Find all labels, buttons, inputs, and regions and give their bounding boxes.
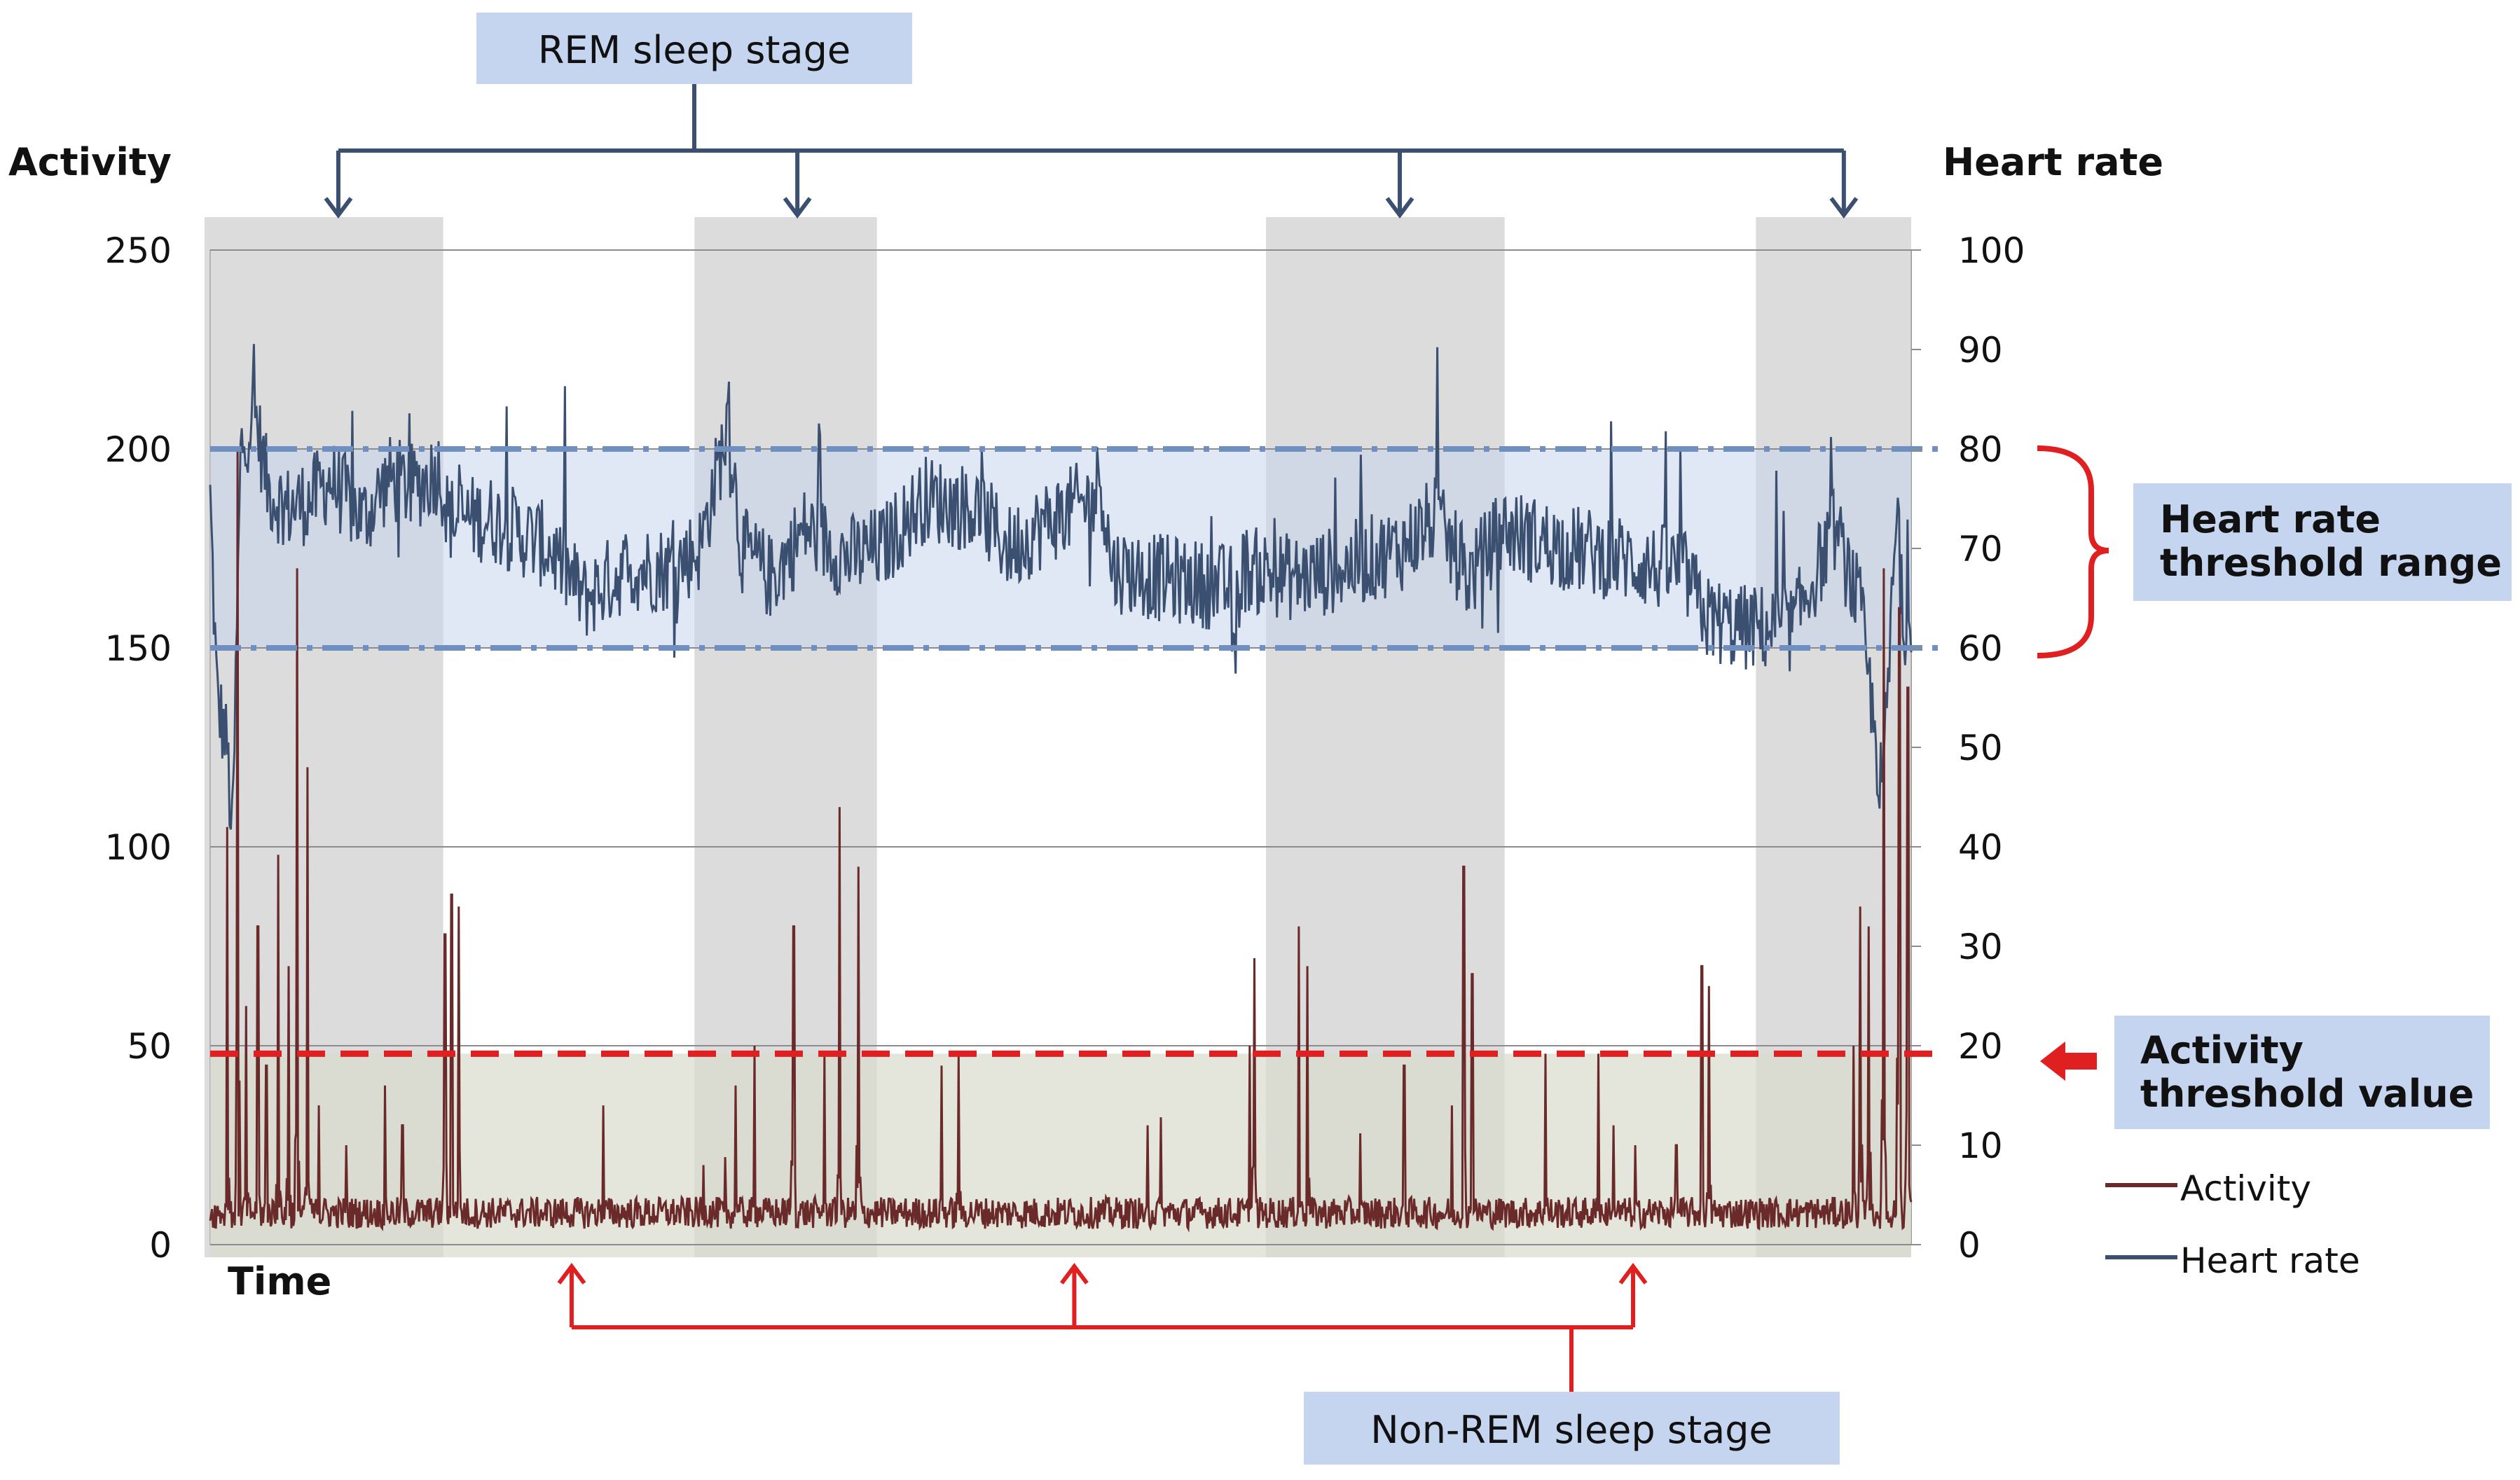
- rem-arrowhead-0: [324, 197, 353, 219]
- rem-label-box: [476, 13, 912, 84]
- left-tick-50: 50: [127, 1026, 172, 1067]
- right-tick-40: 40: [1958, 827, 2003, 868]
- heart-rate-line: [209, 344, 1913, 830]
- right-tick-70: 70: [1958, 529, 2003, 569]
- right-tick-100: 100: [1958, 230, 2025, 271]
- rem-arrowhead-3: [1829, 197, 1859, 219]
- rem-arrowhead-2: [1385, 197, 1414, 219]
- right-tick-80: 80: [1958, 429, 2003, 470]
- left-tick-150: 150: [105, 628, 172, 669]
- hr-range-label-line1: Heart rate: [2160, 497, 2381, 541]
- right-tick-90: 90: [1958, 330, 2003, 371]
- hr-range-bracket: [2037, 445, 2109, 658]
- activity-threshold-label-line1: Activity: [2140, 1028, 2304, 1072]
- nonrem-arrowhead-1: [1060, 1263, 1089, 1285]
- right-y-ticks: 0 10 20 30 40 50 60 70 80 90 100: [1911, 230, 2025, 1266]
- legend-heart-rate-label: Heart rate: [2180, 1240, 2360, 1281]
- left-tick-200: 200: [105, 429, 172, 470]
- x-axis-title: Time: [228, 1259, 331, 1303]
- left-tick-100: 100: [105, 827, 172, 868]
- right-tick-10: 10: [1958, 1126, 2003, 1166]
- nonrem-arrowhead-0: [557, 1263, 586, 1285]
- right-tick-0: 0: [1958, 1225, 1981, 1266]
- right-tick-60: 60: [1958, 628, 2003, 669]
- right-tick-30: 30: [1958, 927, 2003, 967]
- left-y-ticks: 0 50 100 150 200 250: [105, 230, 172, 1266]
- activity-threshold-arrow: [2040, 1042, 2097, 1081]
- activity-threshold-label-line2: threshold value: [2140, 1072, 2474, 1116]
- nonrem-label-box: [1304, 1392, 1840, 1465]
- activity-line: [209, 448, 1913, 1233]
- rem-arrowhead-1: [783, 197, 812, 219]
- nonrem-label: Non-REM sleep stage: [1370, 1408, 1772, 1452]
- nonrem-arrows: [557, 1263, 1648, 1392]
- activity-threshold-band: [210, 1053, 1911, 1257]
- legend: Activity Heart rate: [2105, 1168, 2360, 1281]
- legend-activity-label: Activity: [2180, 1168, 2311, 1209]
- activity-threshold-label-box: [2114, 1016, 2490, 1129]
- left-tick-250: 250: [105, 230, 172, 271]
- right-axis-title: Heart rate: [1943, 140, 2163, 184]
- left-axis-title: Activity: [8, 140, 172, 184]
- rem-arrows: [324, 84, 1859, 219]
- right-tick-20: 20: [1958, 1026, 2003, 1067]
- left-tick-0: 0: [149, 1225, 172, 1266]
- rem-label: REM sleep stage: [538, 28, 851, 72]
- heart-rate-threshold-band: [210, 449, 1911, 648]
- right-tick-50: 50: [1958, 728, 2003, 768]
- hr-range-label-line2: threshold range: [2160, 541, 2502, 585]
- nonrem-arrowhead-2: [1618, 1263, 1648, 1285]
- hr-range-label-box: [2133, 483, 2512, 601]
